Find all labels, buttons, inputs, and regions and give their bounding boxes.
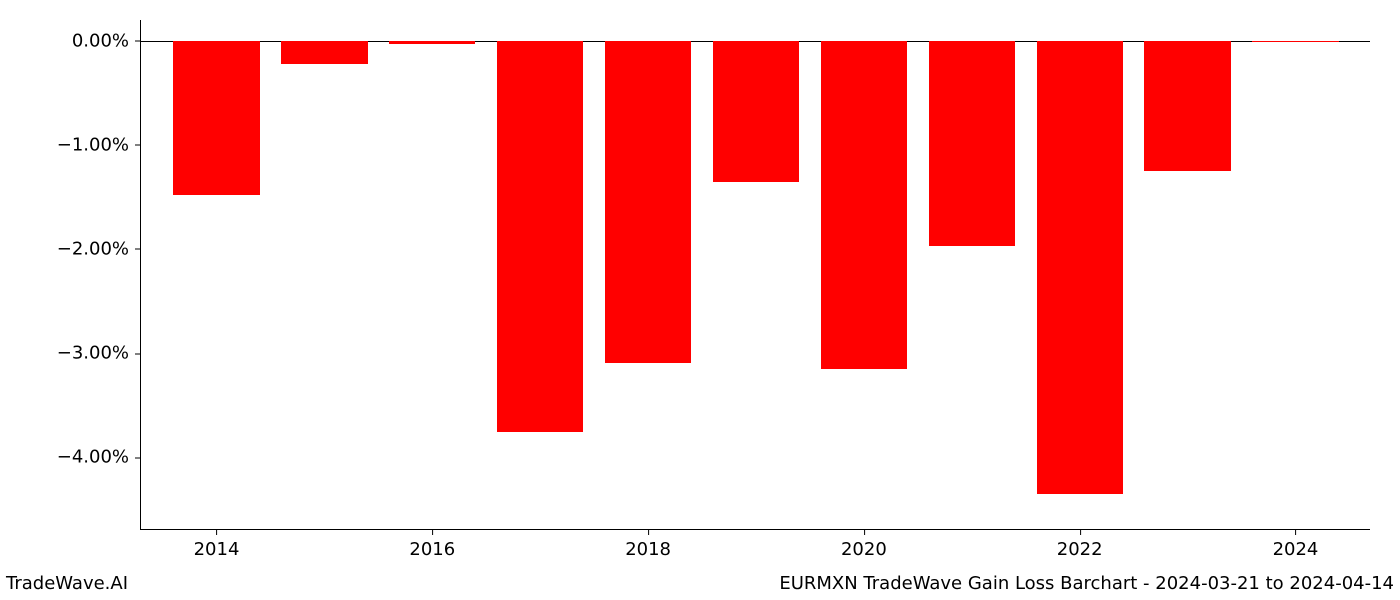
bar [1144, 41, 1230, 171]
x-tick-label: 2024 [1273, 529, 1319, 560]
footer-right-caption: EURMXN TradeWave Gain Loss Barchart - 20… [779, 573, 1394, 594]
x-tick-label: 2016 [409, 529, 455, 560]
chart-plot-area: 0.00%−1.00%−2.00%−3.00%−4.00%20142016201… [140, 20, 1370, 530]
bar [1252, 41, 1338, 42]
bar [929, 41, 1015, 246]
bar [497, 41, 583, 432]
x-tick-label: 2018 [625, 529, 671, 560]
y-tick-label: −4.00% [57, 447, 141, 468]
bar [605, 41, 691, 364]
bar [821, 41, 907, 369]
bar [281, 41, 367, 64]
bar [173, 41, 259, 195]
bar [1037, 41, 1123, 494]
y-tick-label: −3.00% [57, 343, 141, 364]
footer-left-brand: TradeWave.AI [6, 573, 128, 594]
x-tick-label: 2020 [841, 529, 887, 560]
y-tick-label: −2.00% [57, 238, 141, 259]
x-tick-label: 2014 [194, 529, 240, 560]
y-tick-label: −1.00% [57, 134, 141, 155]
bar [713, 41, 799, 183]
x-tick-label: 2022 [1057, 529, 1103, 560]
bar [389, 41, 475, 44]
y-tick-label: 0.00% [72, 30, 141, 51]
